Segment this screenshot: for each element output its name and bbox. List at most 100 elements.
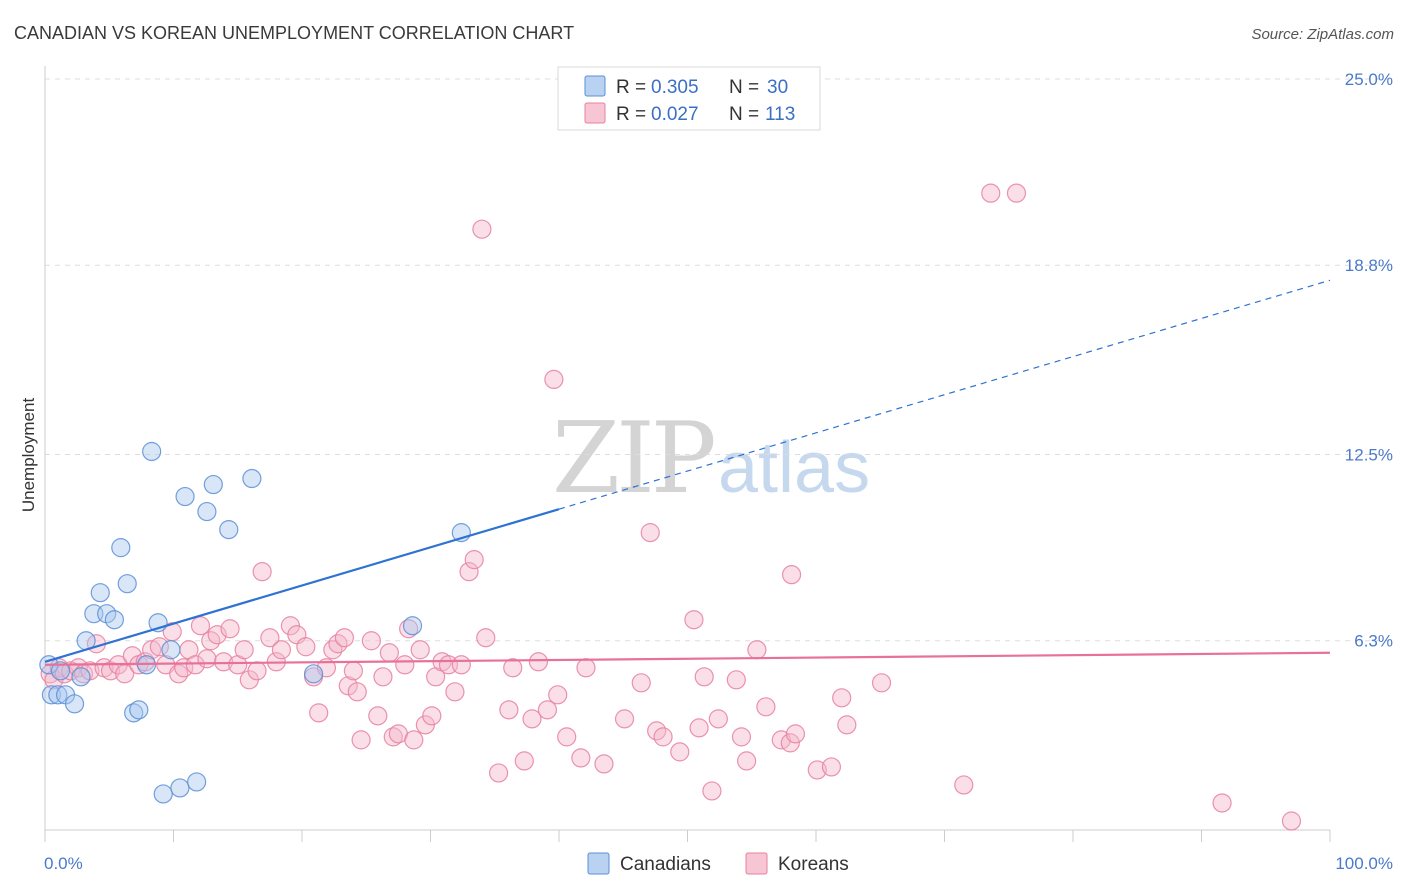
koreans-point-78 [537,700,558,720]
koreans-point-73 [499,700,519,720]
koreans-point-69 [464,550,484,570]
koreans-point-87 [640,523,660,543]
canadians-point-21 [170,778,190,798]
koreans-point-60 [410,640,430,660]
y-axis-label: Unemployment [19,398,38,513]
canadians-point-26 [219,519,239,540]
koreans-point-79 [544,369,564,389]
canadians-point-22 [175,486,195,507]
koreans-point-102 [780,733,800,753]
koreans-point-54 [379,643,399,663]
koreans-point-68 [459,562,479,582]
koreans-point-55 [383,727,403,747]
koreans-point-103 [785,724,806,744]
x-tick-label-0: 0.0% [44,854,83,873]
koreans-point-77 [528,652,549,672]
legend-top: R = 0.305 N = 30 R = 0.027 N = 113 [557,66,821,131]
koreans-point-72 [489,763,509,783]
legend-n-value-koreans: 113 [765,104,795,125]
canadians-point-5 [64,694,85,714]
koreans-point-92 [689,718,709,738]
koreans-point-10 [100,661,121,681]
canadians-point-28 [303,664,324,684]
grid-lines [45,78,1395,642]
chart-title: CANADIAN VS KOREAN UNEMPLOYMENT CORRELAT… [14,23,574,43]
koreans-point-112 [1006,183,1027,203]
koreans-point-86 [631,673,651,693]
koreans-point-17 [149,637,169,657]
koreans-point-16 [142,640,162,660]
koreans-point-25 [197,649,217,669]
koreans-point-82 [571,748,591,768]
koreans-point-57 [395,655,415,675]
koreans-point-42 [309,703,329,723]
koreans-point-114 [1281,811,1302,831]
chart-source: Source: ZipAtlas.com [1251,26,1394,43]
y-tick-label-0: 6.3% [1354,632,1393,651]
koreans-point-89 [653,727,673,747]
koreans-point-96 [726,670,746,690]
koreans-series [40,183,1302,831]
koreans-point-49 [347,682,367,702]
legend-swatch-koreans [584,102,606,124]
y-tick-labels: 6.3% 12.5% 18.8% 25.0% [1345,70,1393,651]
trend-lines [44,279,1331,666]
canadians-point-2 [48,685,68,705]
canadians-point-25 [203,474,223,495]
x-tick-labels: 0.0% 100.0% [44,854,1393,873]
koreans-point-93 [694,667,714,687]
bottom-legend-swatch-koreans [745,852,768,875]
koreans-point-83 [576,658,596,678]
y-tick-label-2: 18.8% [1345,256,1393,275]
koreans-point-31 [234,640,254,660]
canadians-point-12 [111,538,131,558]
koreans-point-66 [445,682,465,702]
koreans-point-99 [747,640,767,660]
canadians-point-3 [50,661,71,681]
koreans-point-105 [807,760,827,780]
koreans-point-104 [781,565,802,585]
koreans-point-35 [260,628,280,648]
koreans-point-94 [702,781,722,801]
koreans-point-76 [522,709,542,729]
koreans-point-98 [737,751,757,771]
koreans-point-85 [614,709,635,729]
legend-swatch-canadians [584,75,606,97]
canadians-point-17 [142,441,162,462]
koreans-point-110 [954,775,974,795]
koreans-point-74 [503,658,523,678]
canadians-point-13 [117,574,137,594]
koreans-point-97 [731,727,752,747]
koreans-point-48 [343,661,363,681]
bottom-legend-label-canadians: Canadians [620,854,711,875]
koreans-point-106 [821,757,842,777]
watermark: ZIP atlas [552,402,870,516]
koreans-point-91 [684,610,704,630]
koreans-point-37 [271,640,292,660]
koreans-point-34 [252,562,272,582]
canadians-point-9 [90,583,110,603]
koreans-point-108 [837,715,857,735]
canadians-point-6 [71,667,91,687]
koreans-point-20 [169,664,189,684]
legend-r-value-koreans: 0.027 [651,104,699,125]
koreans-point-29 [220,619,240,639]
legend-n-label-canadians: N = [729,77,759,98]
koreans-point-84 [594,754,614,774]
koreans-point-40 [296,637,316,657]
canadians-point-14 [124,703,144,723]
watermark-atlas: atlas [718,428,870,508]
koreans-point-95 [708,709,728,729]
canadians-point-15 [129,700,149,720]
koreans-point-70 [472,219,492,239]
koreans-point-113 [1212,793,1232,813]
koreans-point-28 [214,652,234,672]
canadians-trend-line-extension [558,279,1331,510]
canadians-series [39,441,471,804]
koreans-point-59 [404,730,424,750]
koreans-point-44 [323,640,343,660]
koreans-point-62 [422,706,442,726]
canadians-trend-line [44,508,560,663]
koreans-point-23 [185,655,205,675]
